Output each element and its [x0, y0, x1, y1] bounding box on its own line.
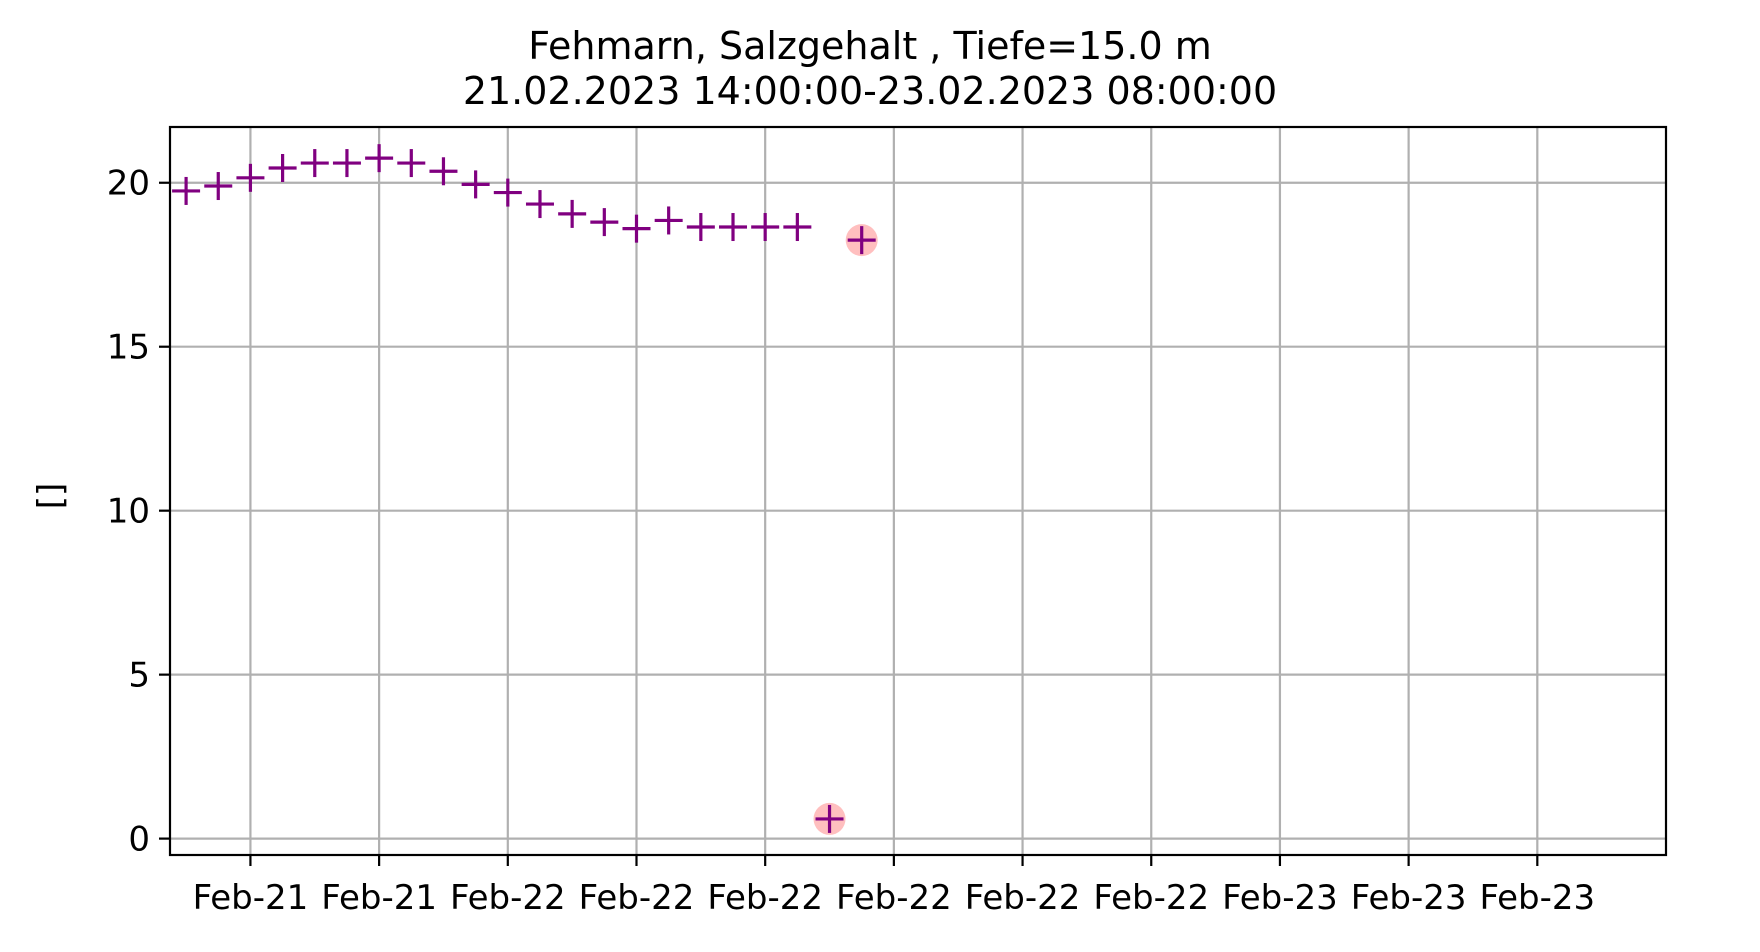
- data-point: [525, 190, 554, 219]
- data-point: [751, 213, 780, 242]
- data-point: [204, 172, 233, 201]
- data-point: [268, 153, 297, 182]
- x-tick-label: Feb-22: [965, 878, 1081, 918]
- chart-subtitle: 21.02.2023 14:00:00-23.02.2023 08:00:00: [463, 69, 1277, 113]
- y-tick-label: 10: [107, 492, 150, 532]
- x-tick-label: Feb-21: [193, 878, 309, 918]
- data-point: [172, 176, 201, 205]
- y-axis: 0 5 10 15 20: [107, 164, 170, 860]
- y-tick-label: 20: [107, 164, 150, 204]
- data-point: [558, 199, 587, 228]
- data-point: [686, 213, 715, 242]
- x-tick-label: Feb-23: [1351, 878, 1467, 918]
- x-tick-label: Feb-23: [1222, 878, 1338, 918]
- y-tick-label: 0: [128, 820, 150, 860]
- data-point: [847, 226, 876, 255]
- data-point: [397, 149, 426, 178]
- x-tick-label: Feb-21: [321, 878, 437, 918]
- x-tick-label: Feb-23: [1479, 878, 1595, 918]
- data-point: [429, 157, 458, 186]
- x-axis: Feb-21 Feb-21 Feb-22 Feb-22 Feb-22 Feb-22 Feb-…: [193, 855, 1595, 918]
- data-point: [461, 170, 490, 199]
- data-point: [815, 804, 844, 833]
- y-axis-label: []: [31, 483, 71, 510]
- data-point: [654, 206, 683, 235]
- data-point: [300, 149, 329, 178]
- data-point: [236, 163, 265, 192]
- x-tick-label: Feb-22: [1093, 878, 1209, 918]
- data-point: [590, 208, 619, 237]
- chart-title: Fehmarn, Salzgehalt , Tiefe=15.0 m: [528, 24, 1212, 68]
- data-point: [783, 213, 812, 242]
- flagged-markers: [813, 224, 878, 835]
- data-point: [365, 144, 394, 173]
- plot-frame: [168, 125, 1668, 857]
- x-tick-label: Feb-22: [707, 878, 823, 918]
- data-point: [332, 149, 361, 178]
- x-tick-label: Feb-22: [836, 878, 952, 918]
- data-point: [493, 178, 522, 207]
- data-points: [172, 144, 876, 833]
- grid-lines: [170, 127, 1666, 855]
- x-tick-label: Feb-22: [579, 878, 695, 918]
- y-tick-label: 5: [128, 656, 150, 696]
- data-point: [622, 214, 651, 243]
- x-tick-label: Feb-22: [450, 878, 566, 918]
- y-tick-label: 15: [107, 328, 150, 368]
- data-point: [719, 213, 748, 242]
